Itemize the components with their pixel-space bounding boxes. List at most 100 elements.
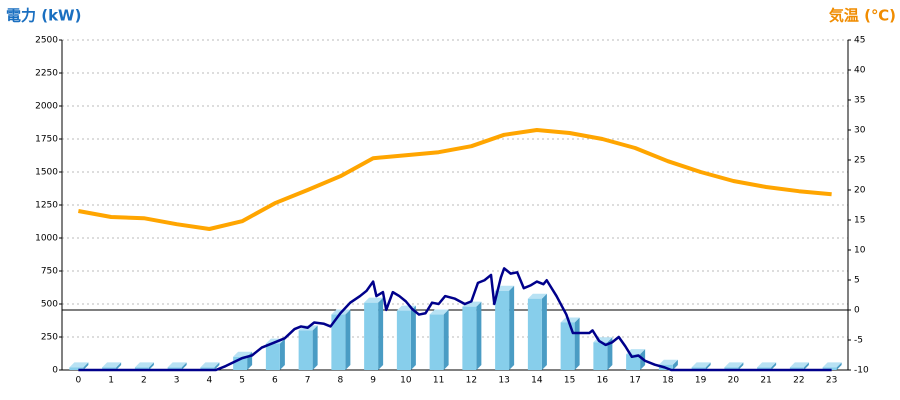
x-tick-label: 15 (564, 376, 575, 386)
bar (593, 342, 608, 370)
bar-top (167, 362, 187, 368)
bar-top (757, 362, 777, 368)
x-tick-label: 4 (207, 376, 213, 386)
bar-side (476, 301, 482, 370)
y2-tick-label: 5 (854, 276, 860, 286)
x-tick-label: 13 (498, 376, 509, 386)
bar-top (658, 359, 678, 365)
bar-top (69, 362, 89, 368)
bar-side (771, 362, 777, 370)
bar (724, 367, 739, 370)
y2-tick-label: 25 (854, 156, 865, 166)
y-tick-label: 1000 (35, 234, 58, 244)
bar (200, 367, 215, 370)
bar (626, 354, 641, 370)
x-tick-label: 22 (793, 376, 804, 386)
temperature-line (78, 128, 832, 231)
y-tick-label: 2250 (35, 69, 58, 79)
bar-side (672, 359, 678, 370)
bar (396, 310, 411, 370)
bar-top (364, 297, 384, 303)
bar-top (789, 362, 809, 368)
y2-tick-label: 0 (854, 306, 860, 316)
x-tick-label: 14 (531, 376, 543, 386)
bar-side (312, 325, 318, 370)
y-tick-label: 1500 (35, 168, 58, 178)
bar-side (181, 362, 187, 370)
bar-side (443, 309, 449, 370)
bar-side (214, 362, 220, 370)
x-tick-label: 7 (305, 376, 311, 386)
bar-side (803, 362, 809, 370)
bar (364, 302, 379, 370)
x-tick-label: 12 (466, 376, 477, 386)
y2-tick-label: 10 (854, 246, 866, 256)
x-tick-label: 20 (728, 376, 740, 386)
y-tick-label: 2000 (35, 102, 58, 112)
bar-side (83, 362, 89, 370)
x-tick-label: 21 (760, 376, 771, 386)
y-tick-label: 750 (41, 267, 58, 277)
bar-side (410, 305, 416, 370)
bar-side (148, 362, 154, 370)
x-tick-label: 8 (338, 376, 344, 386)
x-tick-label: 3 (174, 376, 180, 386)
bar-top (429, 309, 449, 315)
bar-side (574, 317, 580, 370)
y-tick-label: 0 (52, 366, 58, 376)
y2-tick-label: 40 (854, 66, 866, 76)
x-tick-label: 0 (76, 376, 82, 386)
bar (102, 367, 117, 370)
y-tick-label: 1250 (35, 201, 58, 211)
bar (789, 367, 804, 370)
y-tick-label: 500 (41, 300, 58, 310)
bar (265, 343, 280, 370)
bar (69, 367, 84, 370)
bar-top (102, 362, 122, 368)
y2-tick-label: 15 (854, 216, 865, 226)
bar-top (560, 317, 580, 323)
y2-tick-label: -10 (854, 366, 869, 376)
bar-side (345, 309, 351, 370)
bar (167, 367, 182, 370)
bar-top (691, 362, 711, 368)
x-tick-label: 10 (400, 376, 412, 386)
y-axis-title: 電力 (kW) (6, 7, 81, 25)
y2-tick-label: 35 (854, 96, 865, 106)
y2-tick-label: 45 (854, 36, 865, 46)
bar-side (378, 297, 384, 370)
bar (757, 367, 772, 370)
y2-axis-title: 気温 (℃) (829, 7, 896, 25)
x-tick-label: 9 (370, 376, 376, 386)
y2-tick-label: 20 (854, 186, 866, 196)
bar (331, 314, 346, 370)
x-tick-label: 6 (272, 376, 278, 386)
bar-side (607, 337, 613, 370)
bar (134, 367, 149, 370)
x-tick-label: 2 (141, 376, 147, 386)
bar-side (541, 293, 547, 370)
x-tick-label: 18 (662, 376, 674, 386)
bar (527, 298, 542, 370)
bar (429, 314, 444, 370)
x-tick-label: 1 (108, 376, 114, 386)
y-tick-label: 250 (41, 333, 58, 343)
bar-side (116, 362, 122, 370)
bar-side (279, 338, 285, 370)
bar (298, 330, 313, 370)
bar-side (836, 362, 842, 370)
x-tick-label: 19 (695, 376, 707, 386)
bar-side (738, 362, 744, 370)
bar-top (822, 362, 842, 368)
bar-top (495, 285, 515, 291)
power-line (78, 267, 832, 372)
y2-tick-label: -5 (854, 336, 863, 346)
bar (495, 290, 510, 370)
bar-top (527, 293, 547, 299)
x-tick-label: 16 (597, 376, 609, 386)
bar-side (705, 362, 711, 370)
x-tick-label: 23 (826, 376, 837, 386)
bar (822, 367, 837, 370)
bar (560, 322, 575, 370)
